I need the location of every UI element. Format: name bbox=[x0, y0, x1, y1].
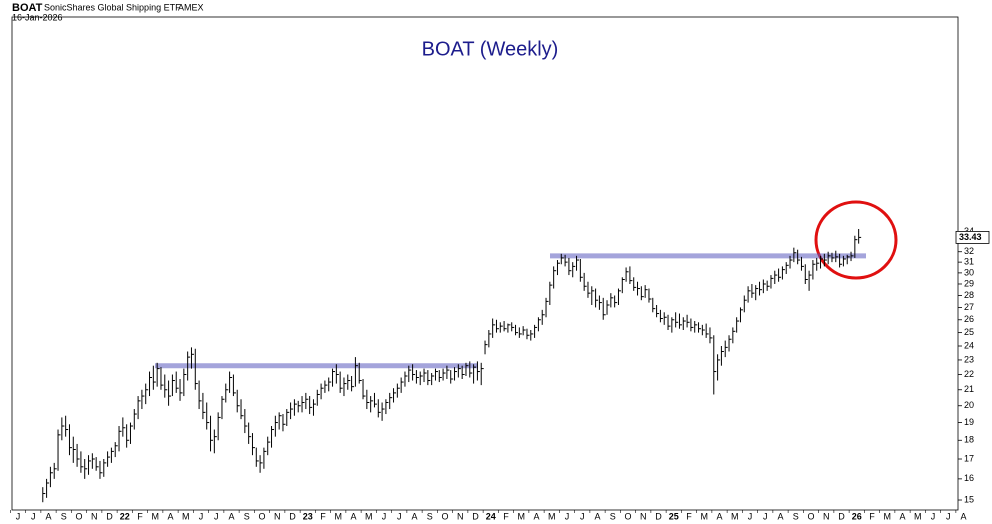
x-tick-label: 26 bbox=[852, 511, 862, 521]
symbol: BOAT bbox=[12, 2, 43, 14]
y-tick-label: 25 bbox=[964, 327, 974, 337]
y-tick-label: 30 bbox=[964, 267, 974, 277]
x-tick-label: M bbox=[884, 511, 892, 521]
x-tick-label: S bbox=[61, 511, 67, 521]
y-tick-label: 32 bbox=[964, 246, 974, 256]
x-tick-label: M bbox=[518, 511, 526, 521]
plot-frame bbox=[11, 16, 959, 511]
date: 16-Jan-2026 bbox=[12, 12, 63, 22]
x-tick-label: J bbox=[931, 511, 936, 521]
x-tick-label: N bbox=[91, 511, 98, 521]
x-tick-label: M bbox=[365, 511, 373, 521]
x-tick-label: F bbox=[320, 511, 326, 521]
x-tick-label: A bbox=[594, 511, 600, 521]
x-tick-label: N bbox=[457, 511, 464, 521]
chart-title: BOAT (Weekly) bbox=[422, 38, 559, 60]
y-tick-label: 15 bbox=[964, 494, 974, 504]
x-tick-label: 24 bbox=[486, 511, 496, 521]
x-tick-label: J bbox=[16, 511, 21, 521]
x-tick-label: O bbox=[75, 511, 82, 521]
x-tick-label: N bbox=[274, 511, 281, 521]
y-tick-label: 27 bbox=[964, 302, 974, 312]
x-tick-label: M bbox=[548, 511, 556, 521]
x-tick-label: 22 bbox=[120, 511, 130, 521]
security-name: SonicShares Global Shipping ETF bbox=[44, 2, 181, 12]
y-tick-label: 20 bbox=[964, 400, 974, 410]
x-tick-label: A bbox=[228, 511, 234, 521]
x-tick-label: S bbox=[610, 511, 616, 521]
x-tick-label: A bbox=[350, 511, 356, 521]
x-tick-label: F bbox=[686, 511, 692, 521]
y-tick-label: 23 bbox=[964, 354, 974, 364]
x-tick-label: F bbox=[503, 511, 509, 521]
y-tick-label: 16 bbox=[964, 473, 974, 483]
x-tick-label: D bbox=[472, 511, 479, 521]
y-tick-label: 21 bbox=[964, 384, 974, 394]
x-tick-label: S bbox=[427, 511, 433, 521]
x-tick-label: J bbox=[382, 511, 387, 521]
x-tick-label: J bbox=[214, 511, 219, 521]
x-tick-label: M bbox=[731, 511, 739, 521]
x-tick-label: J bbox=[565, 511, 570, 521]
x-tick-label: M bbox=[701, 511, 709, 521]
x-tick-label: F bbox=[869, 511, 875, 521]
y-tick-label: 24 bbox=[964, 340, 974, 350]
x-tick-label: A bbox=[167, 511, 173, 521]
x-tick-label: S bbox=[244, 511, 250, 521]
y-tick-label: 26 bbox=[964, 314, 974, 324]
x-tick-label: M bbox=[182, 511, 190, 521]
exchange: AMEX bbox=[178, 2, 204, 12]
x-tick-label: O bbox=[441, 511, 448, 521]
y-tick-label: 19 bbox=[964, 417, 974, 427]
x-tick-label: D bbox=[655, 511, 662, 521]
x-tick-label: A bbox=[716, 511, 722, 521]
x-tick-label: D bbox=[106, 511, 113, 521]
x-tick-label: 25 bbox=[669, 511, 679, 521]
x-tick-label: 23 bbox=[303, 511, 313, 521]
x-tick-label: A bbox=[777, 511, 783, 521]
last-price-box bbox=[955, 231, 990, 244]
highlight-circle bbox=[814, 200, 898, 280]
x-tick-label: D bbox=[838, 511, 845, 521]
x-tick-label: N bbox=[823, 511, 830, 521]
x-tick-label: O bbox=[807, 511, 814, 521]
x-tick-label: S bbox=[793, 511, 799, 521]
y-tick-label: 29 bbox=[964, 278, 974, 288]
x-tick-label: A bbox=[533, 511, 539, 521]
y-tick-label: 22 bbox=[964, 369, 974, 379]
y-tick-label: 18 bbox=[964, 435, 974, 445]
x-tick-label: J bbox=[199, 511, 204, 521]
x-tick-label: J bbox=[580, 511, 585, 521]
x-tick-label: J bbox=[748, 511, 753, 521]
x-tick-label: O bbox=[258, 511, 265, 521]
x-tick-label: J bbox=[946, 511, 951, 521]
last-price-label: 33.43 bbox=[959, 232, 982, 242]
x-tick-label: J bbox=[397, 511, 402, 521]
x-tick-label: M bbox=[335, 511, 343, 521]
y-tick-label: 28 bbox=[964, 290, 974, 300]
x-tick-label: A bbox=[45, 511, 51, 521]
x-tick-label: N bbox=[640, 511, 647, 521]
x-tick-label: O bbox=[624, 511, 631, 521]
x-tick-label: A bbox=[899, 511, 905, 521]
x-tick-label: M bbox=[152, 511, 160, 521]
x-tick-label: A bbox=[960, 511, 966, 521]
x-tick-label: F bbox=[137, 511, 143, 521]
y-tick-label: 17 bbox=[964, 453, 974, 463]
x-tick-label: A bbox=[411, 511, 417, 521]
x-tick-label: D bbox=[289, 511, 296, 521]
x-tick-label: J bbox=[31, 511, 36, 521]
x-tick-label: M bbox=[914, 511, 922, 521]
y-tick-label: 31 bbox=[964, 257, 974, 267]
x-tick-label: J bbox=[763, 511, 768, 521]
